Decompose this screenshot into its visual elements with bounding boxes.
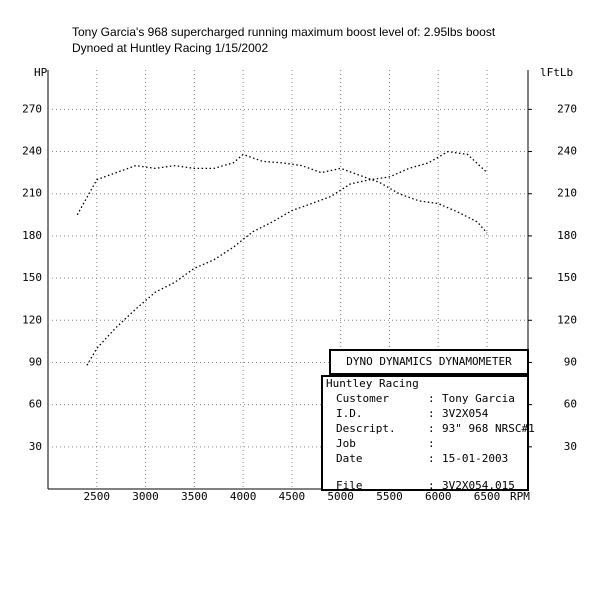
info-value: 15-01-2003 xyxy=(442,452,508,465)
info-colon: : xyxy=(428,422,435,435)
y-tick-label: 270 xyxy=(22,102,42,115)
info-label: Descript. xyxy=(336,422,396,435)
y2-axis-label: lFtLb xyxy=(540,66,573,79)
info-label: Customer xyxy=(336,392,389,405)
info-shop: Huntley Racing xyxy=(326,377,419,390)
y2-tick-label: 90 xyxy=(564,355,577,368)
y2-tick-label: 30 xyxy=(564,440,577,453)
y2-tick-label: 150 xyxy=(557,271,577,284)
x-tick-label: 3000 xyxy=(132,490,159,503)
x-tick-label: 5000 xyxy=(327,490,354,503)
x-axis-label: RPM xyxy=(510,490,530,503)
y2-tick-label: 60 xyxy=(564,398,577,411)
y-tick-label: 150 xyxy=(22,271,42,284)
y-tick-label: 120 xyxy=(22,313,42,326)
y2-tick-label: 240 xyxy=(557,145,577,158)
info-value: 3V2X054.015 xyxy=(442,479,515,492)
info-value: 3V2X054 xyxy=(442,407,489,420)
info-colon: : xyxy=(428,392,435,405)
info-header-box xyxy=(329,349,529,375)
info-colon: : xyxy=(428,452,435,465)
info-label: Date xyxy=(336,452,363,465)
y-tick-label: 90 xyxy=(29,355,42,368)
info-box: DYNO DYNAMICS DYNAMOMETER Huntley Racing C… xyxy=(321,349,535,492)
chart-subtitle: Dynoed at Huntley Racing 1/15/2002 xyxy=(72,41,268,55)
x-tick-label: 4500 xyxy=(279,490,306,503)
info-colon: : xyxy=(428,437,435,450)
x-tick-label: 6500 xyxy=(474,490,501,503)
y-tick-label: 30 xyxy=(29,440,42,453)
x-tick-label: 4000 xyxy=(230,490,257,503)
y2-tick-label: 210 xyxy=(557,187,577,200)
y2-tick-label: 120 xyxy=(557,313,577,326)
series-line xyxy=(76,153,488,234)
y-axis-label: HP xyxy=(34,66,48,79)
x-tick-label: 2500 xyxy=(84,490,111,503)
x-tick-label: 3500 xyxy=(181,490,208,503)
info-label: File xyxy=(336,479,363,492)
info-label: I.D. xyxy=(336,407,363,420)
y-tick-label: 240 xyxy=(22,145,42,158)
info-header: DYNO DYNAMICS DYNAMOMETER xyxy=(346,355,512,368)
series-line xyxy=(86,150,488,366)
x-tick-label: 5500 xyxy=(376,490,403,503)
chart-title: Tony Garcia's 968 supercharged running m… xyxy=(72,25,496,39)
info-value: 93" 968 NRSC#1 xyxy=(442,422,535,435)
info-colon: : xyxy=(428,407,435,420)
info-label: Job xyxy=(336,437,356,450)
y2-tick-label: 270 xyxy=(557,102,577,115)
y-tick-label: 210 xyxy=(22,187,42,200)
y-tick-label: 180 xyxy=(22,229,42,242)
info-body-box xyxy=(321,375,529,491)
info-colon: : xyxy=(428,479,435,492)
y-tick-label: 60 xyxy=(29,398,42,411)
info-value: Tony Garcia xyxy=(442,392,515,405)
x-tick-label: 6000 xyxy=(425,490,452,503)
y2-tick-label: 180 xyxy=(557,229,577,242)
